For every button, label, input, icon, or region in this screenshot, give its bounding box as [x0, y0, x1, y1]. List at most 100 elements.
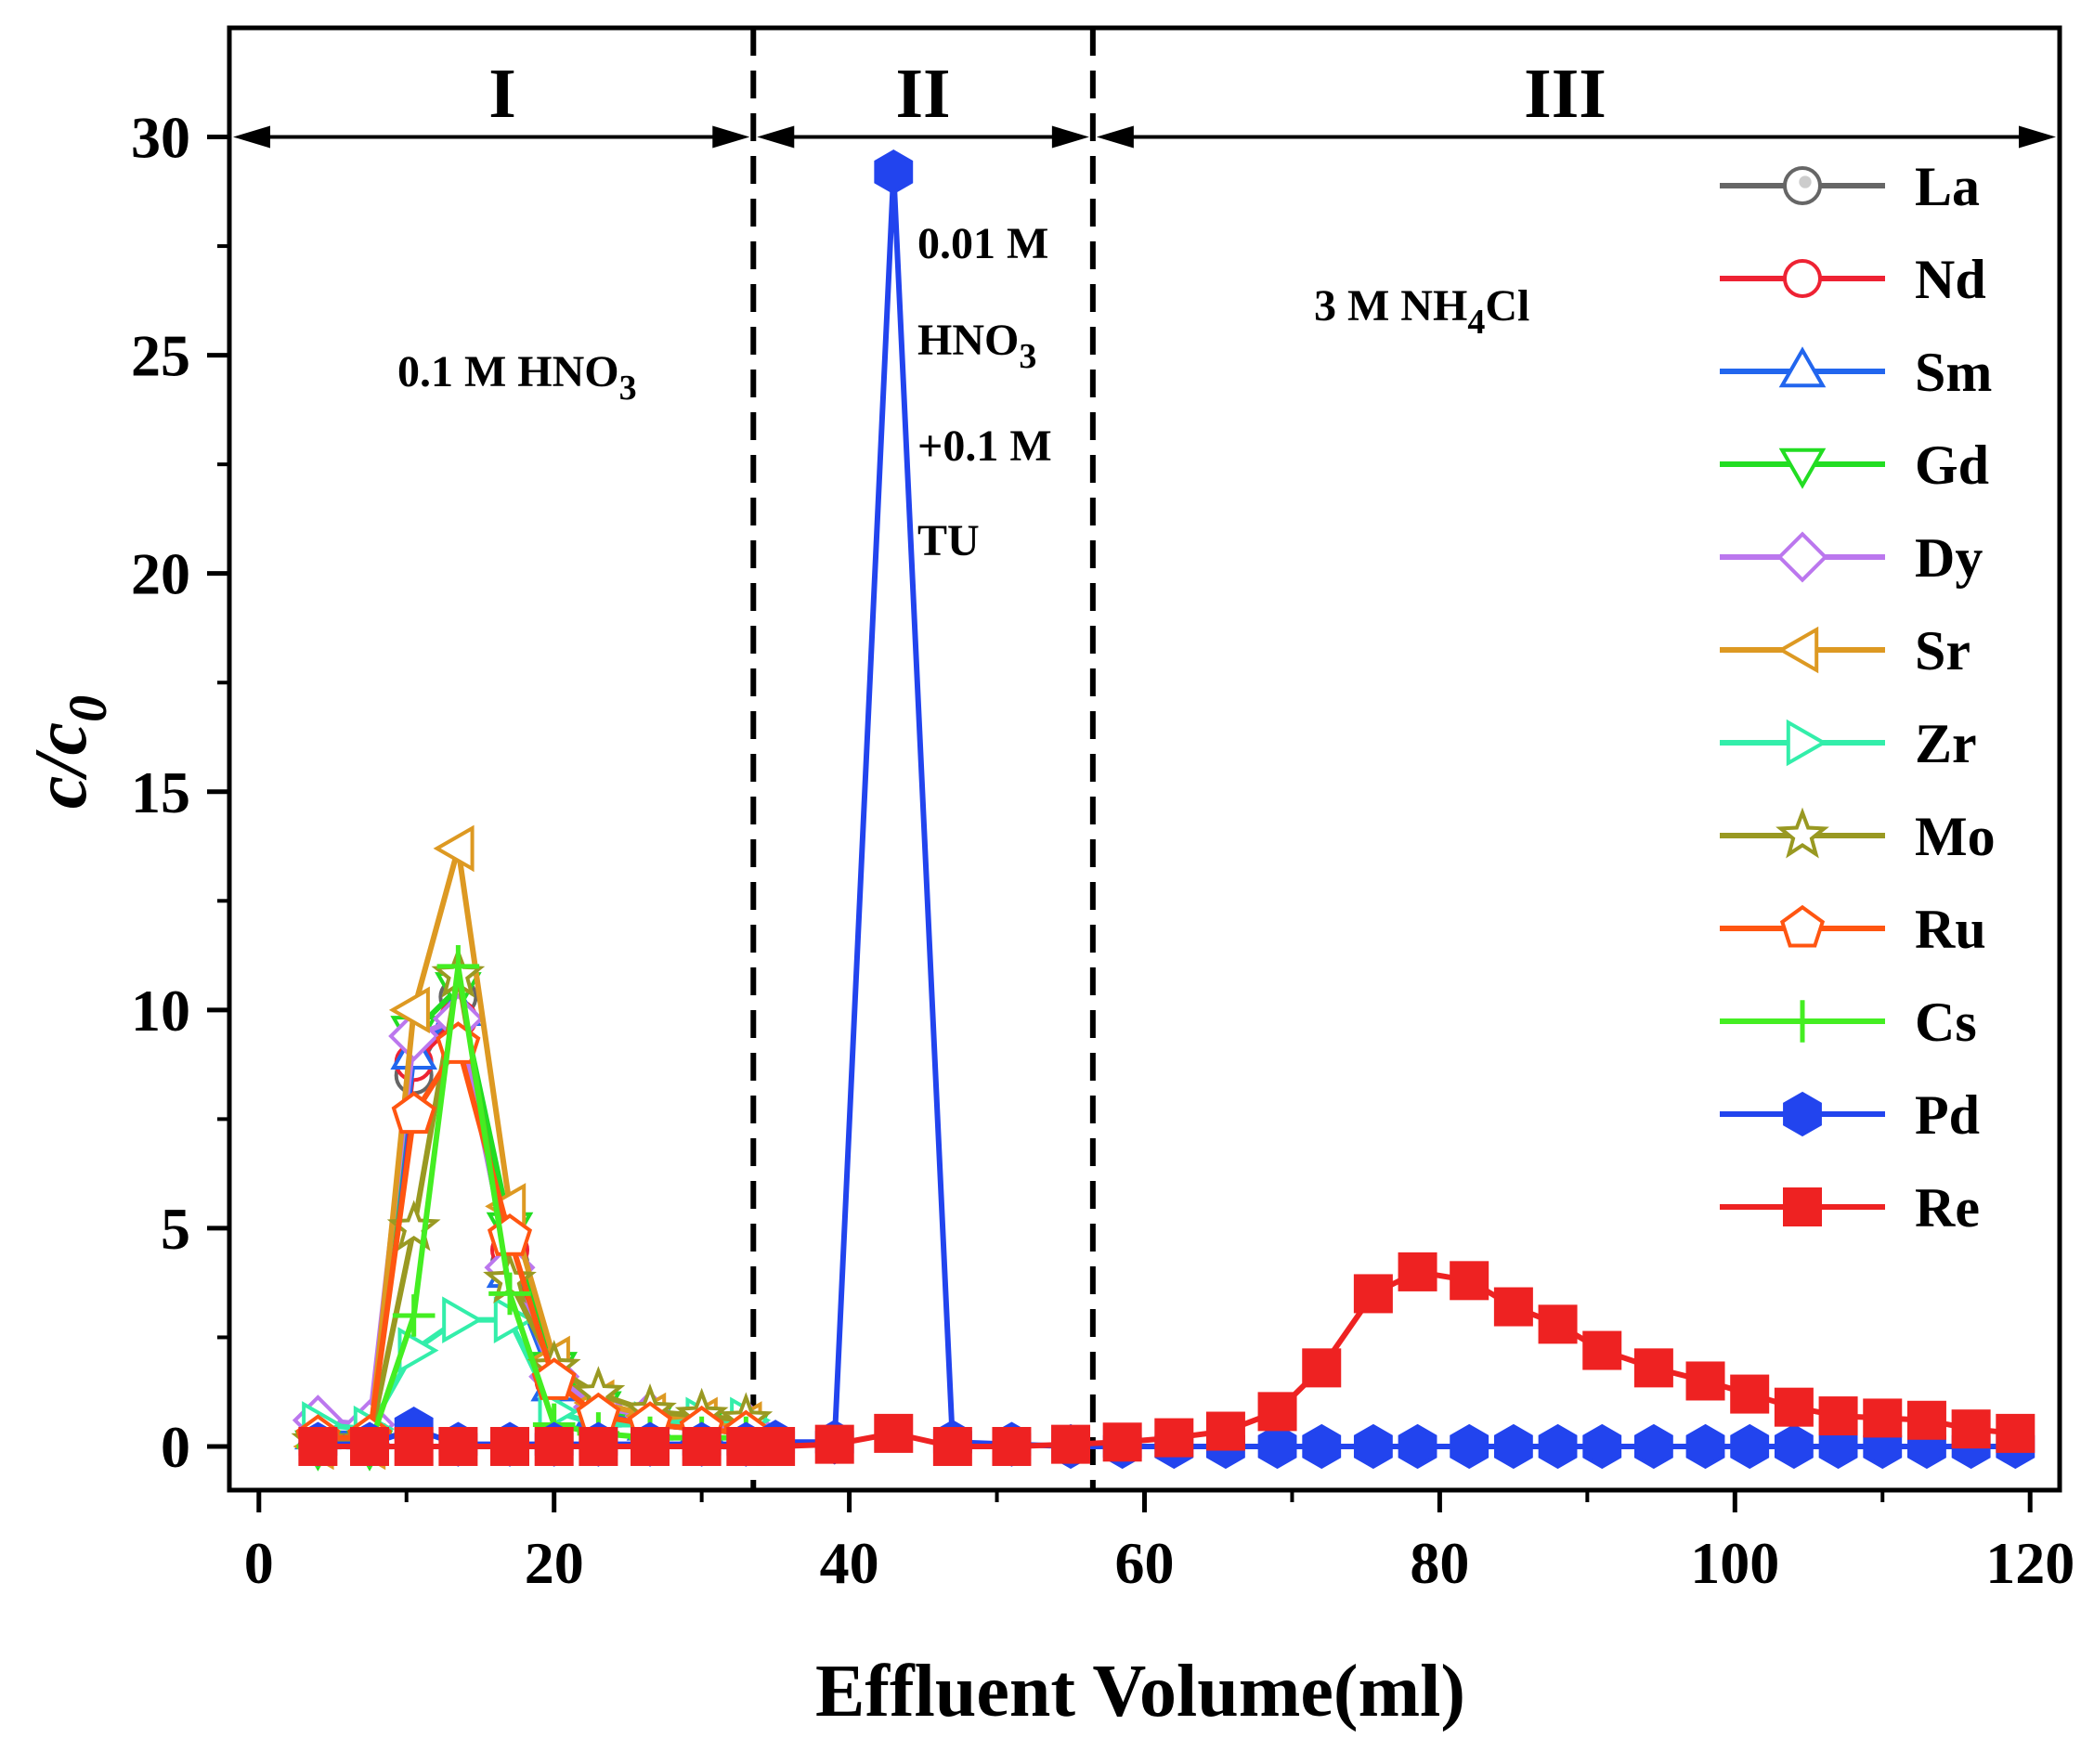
data-point-re [932, 1426, 972, 1466]
data-point-re [1538, 1304, 1578, 1344]
data-point-re [1051, 1424, 1091, 1464]
legend-label: Sm [1915, 342, 1992, 403]
data-point-re [1996, 1413, 2035, 1453]
series-sr [293, 824, 762, 1471]
series-gd [294, 972, 770, 1472]
data-point-pd [1730, 1423, 1770, 1470]
data-point-pd [1582, 1423, 1622, 1470]
legend-marker [1783, 1091, 1822, 1137]
legend-item-mo: Mo [1720, 806, 1996, 867]
data-point-cs [436, 945, 480, 988]
region-arrow-head [1096, 125, 1134, 149]
legend-label: Re [1915, 1177, 1980, 1239]
series-re [298, 1252, 2035, 1466]
data-point-re [1633, 1348, 1673, 1388]
legend-item-zr: Zr [1720, 713, 1977, 774]
data-point-pd [1450, 1423, 1489, 1470]
series [291, 149, 2035, 1472]
legend-label: Sr [1915, 620, 1970, 681]
x-tick-label: 100 [1690, 1530, 1779, 1596]
legend-item-la: La [1720, 156, 1980, 217]
data-point-re [1450, 1261, 1489, 1301]
data-point-re [631, 1426, 670, 1466]
legend-label: Dy [1915, 527, 1983, 589]
series-mo [291, 946, 774, 1465]
data-point-re [992, 1426, 1032, 1466]
data-point-re [1257, 1392, 1297, 1432]
data-point-pd [1538, 1423, 1578, 1470]
data-point-cs [392, 1294, 436, 1337]
data-point-pd [1353, 1423, 1393, 1470]
region-label: II [895, 55, 950, 133]
y-tick-label: 30 [131, 105, 190, 171]
data-point-re [394, 1426, 434, 1466]
legend-marker [1781, 1000, 1824, 1043]
region-label: III [1524, 55, 1606, 133]
data-point-re [1951, 1409, 1991, 1449]
annotation-region2-line3: +0.1 M [917, 422, 1052, 471]
data-point-zr [442, 1296, 484, 1343]
data-point-pd [1633, 1423, 1673, 1470]
region-arrow-head [757, 125, 795, 149]
series-line-cs [318, 963, 747, 1449]
data-point-re [534, 1426, 574, 1466]
data-point-pd [874, 149, 914, 195]
data-point-re [1102, 1422, 1142, 1462]
x-tick-label: 60 [1115, 1530, 1175, 1596]
data-point-re [1730, 1374, 1770, 1414]
x-axis-title: Effluent Volume(ml) [815, 1651, 1465, 1732]
annotation-region2-line2: HNO3 [917, 316, 1036, 376]
data-point-re [1353, 1274, 1393, 1314]
series-dy [292, 992, 772, 1451]
data-point-re [490, 1426, 530, 1466]
data-point-re [1818, 1396, 1858, 1436]
series-cs [296, 945, 768, 1468]
data-point-pd [1257, 1423, 1297, 1470]
legend-marker-dot [1799, 175, 1812, 188]
data-point-re [814, 1424, 854, 1464]
data-point-sr [388, 986, 430, 1034]
x-tick-label: 20 [525, 1530, 584, 1596]
data-point-re [874, 1413, 914, 1453]
legend-item-nd: Nd [1720, 249, 1986, 310]
data-point-re [1398, 1252, 1437, 1291]
legend-marker [1786, 719, 1827, 767]
data-point-pd [1774, 1423, 1814, 1470]
data-point-pd [1302, 1423, 1342, 1470]
x-tick-label: 40 [820, 1530, 879, 1596]
data-point-re [1685, 1361, 1725, 1401]
region-arrow-head [2019, 125, 2056, 149]
data-point-re [1302, 1348, 1342, 1388]
legend-label: La [1915, 156, 1980, 217]
legend-label: Cs [1915, 992, 1977, 1053]
legend-marker [1777, 626, 1819, 674]
annotation-region1: 0.1 M HNO3 [397, 347, 637, 408]
legend-label: Zr [1915, 713, 1977, 774]
annotation-region2-line1: 0.01 M [917, 219, 1048, 268]
region-arrow-head [1051, 125, 1089, 149]
legend: La Nd Sm Gd Dy Sr Zr Mo Ru Cs Pd Re [1720, 156, 1996, 1239]
legend-label: Ru [1915, 899, 1986, 960]
annotation-region2-line4: TU [917, 516, 980, 565]
legend-marker [1776, 531, 1828, 583]
legend-item-ru: Ru [1720, 899, 1986, 960]
data-point-re [350, 1426, 390, 1466]
annotation-region3: 3 M NH4Cl [1314, 281, 1529, 342]
data-point-pd [1493, 1423, 1533, 1470]
legend-label: Nd [1915, 249, 1986, 310]
axis-titles: Effluent Volume(ml) c/c0 [20, 695, 1465, 1732]
data-point-re [1863, 1398, 1903, 1438]
data-point-re [1205, 1411, 1245, 1451]
series-line-mo [318, 972, 747, 1446]
legend-item-re: Re [1720, 1177, 1980, 1239]
data-point-re [298, 1426, 338, 1466]
region-arrow-head [233, 125, 270, 149]
data-point-re [1493, 1287, 1533, 1327]
x-tick-label: 80 [1410, 1530, 1469, 1596]
series-la [298, 977, 766, 1453]
data-point-re [438, 1426, 478, 1466]
x-tick-label: 0 [244, 1530, 274, 1596]
legend-item-dy: Dy [1720, 527, 1983, 589]
data-point-re [579, 1426, 618, 1466]
